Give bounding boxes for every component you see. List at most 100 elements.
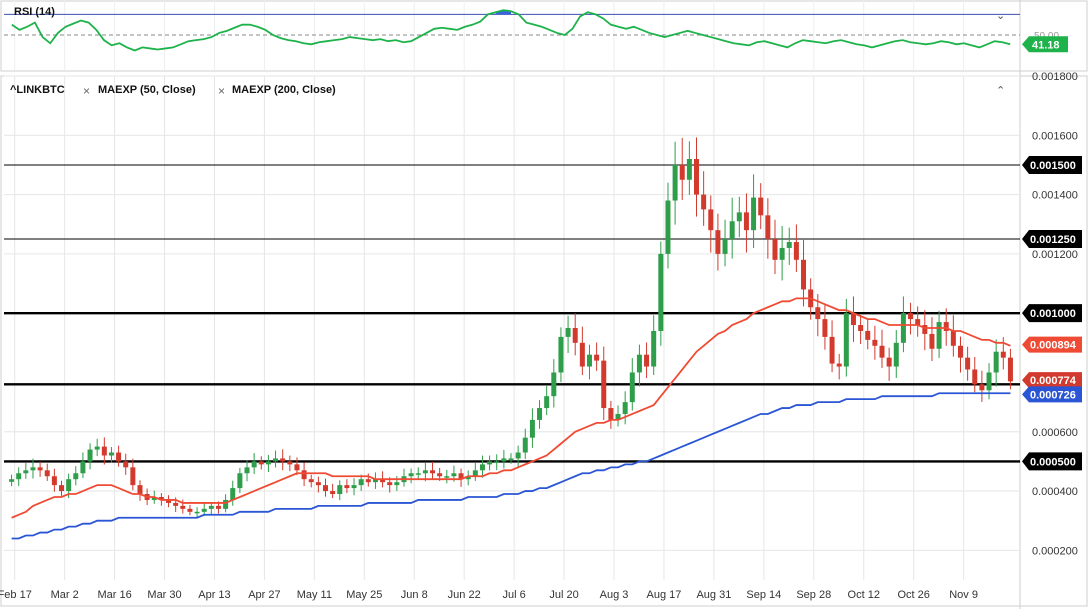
candle (472, 463, 478, 481)
candle (101, 437, 107, 465)
candle (508, 453, 514, 464)
remove-indicator-icon[interactable]: × (218, 84, 226, 98)
remove-indicator-icon[interactable]: × (83, 84, 91, 98)
candle (957, 336, 963, 373)
candle-body (116, 452, 122, 462)
candle-body (758, 197, 764, 216)
candle-body (280, 458, 286, 462)
candle (44, 463, 50, 481)
candle-body (258, 461, 264, 465)
candle-body (686, 159, 692, 180)
candle-body (94, 446, 100, 450)
candle (822, 303, 828, 350)
candle-body (836, 363, 842, 367)
candle-body (772, 239, 778, 260)
candle (865, 318, 871, 350)
candle (180, 499, 186, 514)
candle (686, 141, 692, 195)
candle-body (230, 488, 236, 500)
candle-body (30, 467, 36, 471)
price-tag-label: 0.000774 (1030, 375, 1077, 387)
candle (586, 344, 592, 380)
candle-body (872, 339, 878, 346)
candle (130, 458, 136, 491)
candle (273, 450, 279, 468)
chevron-up-icon[interactable]: ⌃ (996, 85, 1006, 97)
chevron-down-icon[interactable]: ⌄ (996, 10, 1006, 22)
x-tick-label: Apr 27 (248, 589, 280, 601)
candle-body (551, 372, 557, 397)
price-tag-label: 0.000894 (1030, 340, 1077, 352)
candle (622, 391, 628, 425)
candle (287, 455, 293, 472)
candle-body (415, 473, 421, 475)
candle (501, 449, 507, 469)
rsi-pane-border (0, 0, 1088, 72)
x-tick-label: Jul 6 (503, 589, 526, 601)
candle (801, 240, 807, 307)
candle (87, 443, 93, 470)
candle-body (993, 351, 999, 373)
price-tag: 0.000774 (1022, 372, 1082, 389)
candle (679, 137, 685, 200)
candle-body (815, 307, 821, 320)
candle-body (908, 313, 914, 320)
candle-body (722, 239, 728, 254)
candle (337, 480, 343, 501)
candle-body (472, 470, 478, 477)
candle-body (187, 508, 193, 512)
candle (879, 329, 885, 368)
x-tick-label: Oct 12 (848, 589, 880, 601)
candle (936, 310, 942, 358)
level-price-tag: 0.001000 (1022, 304, 1082, 323)
candle (922, 310, 928, 351)
candle (886, 347, 892, 381)
candle-body (201, 508, 207, 512)
candle (843, 298, 849, 377)
candle-body (223, 499, 229, 509)
candle (208, 502, 214, 515)
candle-body (850, 313, 856, 326)
candle-body (166, 499, 172, 503)
candle (194, 507, 200, 517)
candle (551, 359, 557, 408)
candle (322, 478, 328, 497)
candle (836, 353, 842, 380)
candle (529, 408, 535, 448)
candle-body (736, 212, 742, 222)
candle-body (929, 333, 935, 349)
candle-body (380, 479, 386, 483)
candle-body (173, 502, 179, 506)
candle-body (865, 330, 871, 340)
candle (708, 195, 714, 253)
candle (672, 141, 678, 225)
candle-body (237, 473, 243, 489)
candle (929, 317, 935, 362)
candle (701, 171, 707, 226)
candle-body (629, 372, 635, 403)
rsi-label: RSI (14) (14, 6, 55, 18)
candle (636, 344, 642, 387)
candle-body (608, 408, 614, 420)
candle-body (66, 479, 72, 492)
candle-body (601, 360, 607, 409)
candle (765, 198, 771, 259)
candle-body (80, 461, 86, 474)
candle-body (858, 325, 864, 331)
candle (344, 479, 350, 494)
candle (80, 452, 86, 479)
candle (993, 339, 999, 387)
x-tick-label: Aug 31 (696, 589, 731, 601)
ma50-line (11, 297, 1011, 519)
candle-body (801, 259, 807, 290)
candle (915, 306, 921, 337)
candle-body (558, 336, 564, 373)
candle-body (886, 357, 892, 367)
candle-body (59, 485, 65, 492)
price-tag: 0.000726 (1022, 386, 1082, 403)
candle-body (137, 485, 143, 495)
price-tag-bg (1022, 336, 1082, 353)
candle-body (215, 505, 221, 509)
y-tick-label: 0.000600 (1032, 427, 1078, 439)
